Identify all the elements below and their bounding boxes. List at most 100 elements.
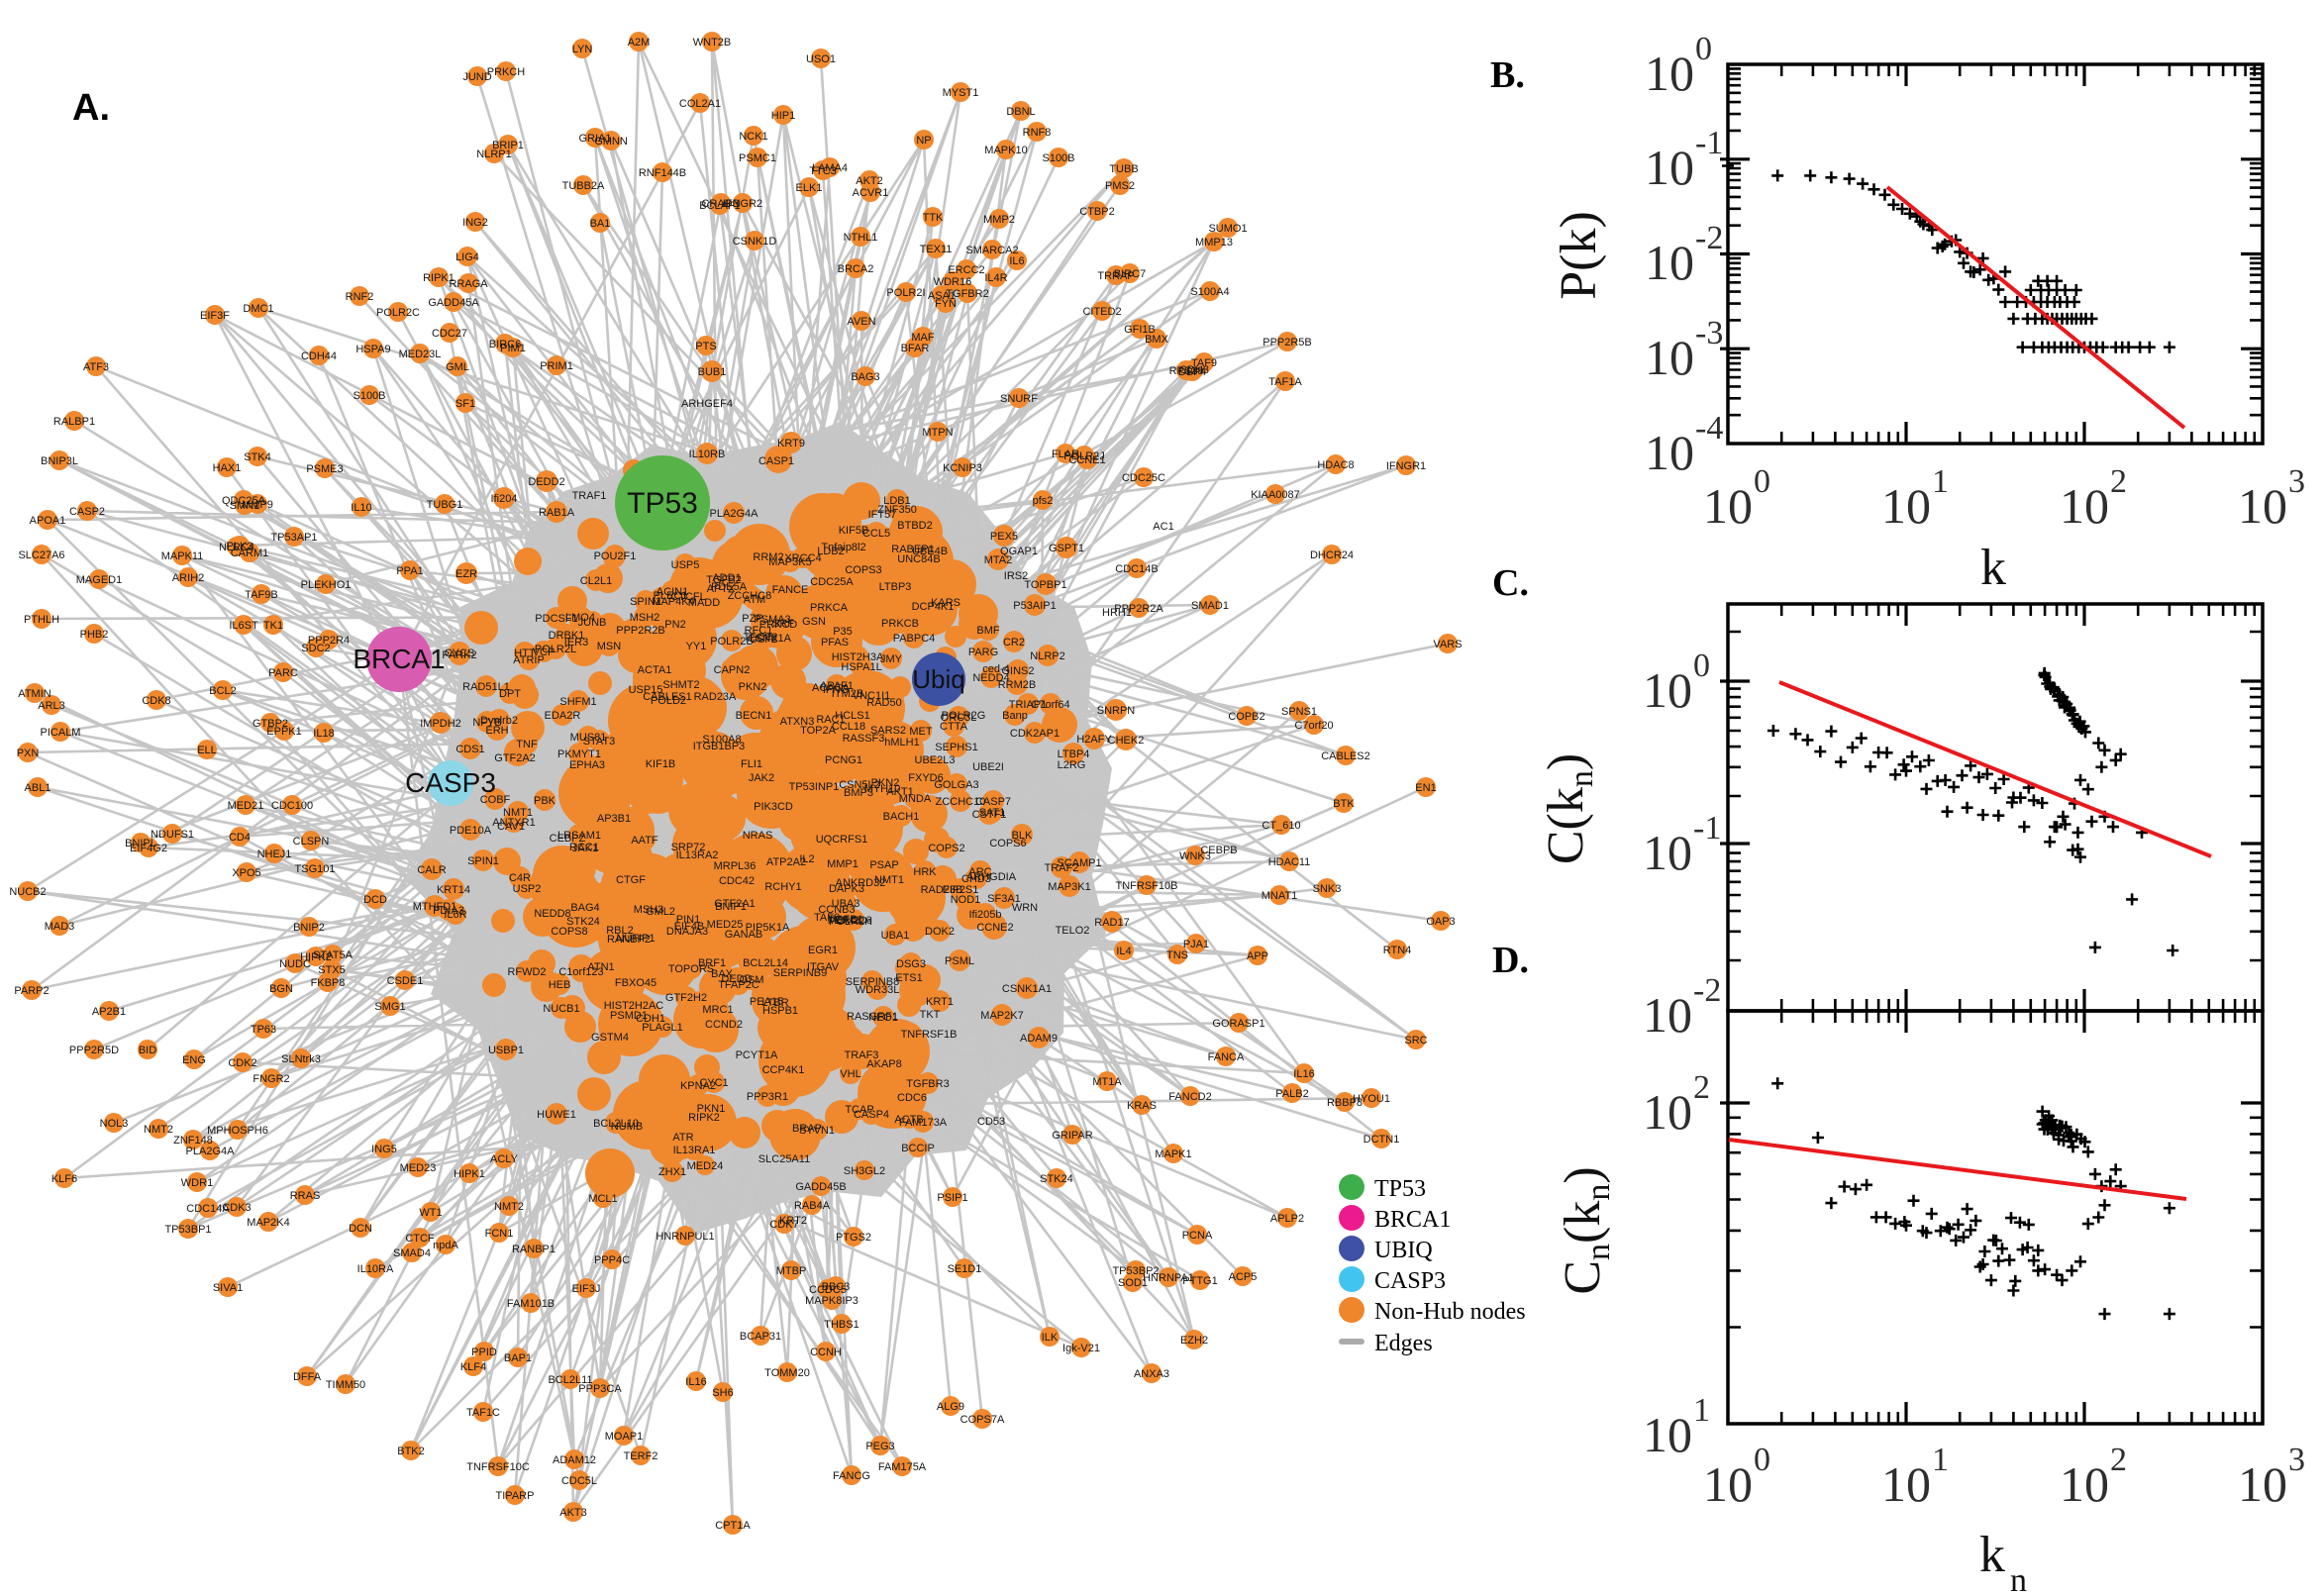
svg-text:LTBP4: LTBP4 [1058,748,1090,760]
svg-text:PTTG1: PTTG1 [1182,1275,1217,1287]
svg-text:TP53: TP53 [1374,1176,1426,1202]
svg-text:EIF3J: EIF3J [572,1283,601,1295]
svg-text:CCNE1: CCNE1 [1068,454,1105,466]
svg-text:CCNB3: CCNB3 [818,904,855,916]
svg-text:PRKCD: PRKCD [759,619,798,631]
svg-text:KARS: KARS [931,597,960,609]
svg-text:3: 3 [2288,463,2305,500]
svg-text:C7orf64: C7orf64 [1031,699,1069,711]
svg-text:PMS2: PMS2 [1105,180,1135,192]
svg-text:MED24: MED24 [687,1160,724,1172]
svg-text:ACACA: ACACA [812,682,851,694]
svg-text:USO1: USO1 [806,53,836,65]
svg-text:KRAS: KRAS [1127,1100,1157,1112]
svg-text:C4R: C4R [509,872,531,884]
svg-text:BNIP3L: BNIP3L [41,455,78,467]
svg-text:JUND: JUND [462,71,491,83]
svg-text:MMP1: MMP1 [827,858,858,870]
svg-text:GADD45B: GADD45B [795,1181,846,1193]
svg-text:PPP2R4: PPP2R4 [308,635,350,647]
svg-text:COPS6: COPS6 [989,838,1026,849]
svg-text:JAK2: JAK2 [749,772,774,784]
svg-text:RRM2: RRM2 [753,551,783,563]
svg-text:BNIPL: BNIPL [125,838,156,849]
svg-text:RANBP2: RANBP2 [607,934,651,946]
svg-text:SLC27A6: SLC27A6 [18,549,64,561]
svg-text:COPS8: COPS8 [551,926,587,938]
svg-text:KRT2: KRT2 [779,1215,807,1227]
svg-text:TUBB: TUBB [1109,163,1138,175]
svg-text:CDC5L: CDC5L [561,1475,597,1487]
svg-text:HRK: HRK [913,866,937,878]
svg-text:GFI1B: GFI1B [1124,324,1156,336]
svg-text:PLEKHO1: PLEKHO1 [301,579,352,591]
svg-text:NMT1: NMT1 [503,807,533,819]
svg-text:SMAD1: SMAD1 [1191,600,1229,612]
svg-text:RAD50: RAD50 [866,697,901,709]
svg-text:IFNG: IFNG [823,684,849,696]
svg-text:THBS1: THBS1 [824,1319,858,1331]
svg-text:APTX: APTX [707,583,736,595]
svg-text:FBXO45: FBXO45 [615,977,656,989]
svg-text:COPS2: COPS2 [928,843,964,854]
svg-text:BRCA1: BRCA1 [353,644,445,674]
svg-text:10: 10 [1703,478,1753,534]
svg-text:SPIN1: SPIN1 [467,855,499,867]
svg-text:GSN: GSN [802,616,826,628]
svg-text:BTK2: BTK2 [397,1446,425,1457]
svg-text:CYCS: CYCS [445,648,475,659]
svg-text:ATMIN: ATMIN [18,688,50,700]
svg-text:TNFRSF1B: TNFRSF1B [901,1029,958,1041]
svg-text:ADAM9: ADAM9 [1020,1033,1058,1045]
svg-text:MPHOSPH6: MPHOSPH6 [207,1125,268,1137]
svg-text:SAT1: SAT1 [979,807,1006,819]
svg-text:MMP9: MMP9 [242,499,273,511]
svg-text:1: 1 [1932,463,1949,500]
svg-text:COBF: COBF [480,794,511,806]
svg-text:ADD1: ADD1 [712,572,741,584]
svg-text:PHB2: PHB2 [80,629,109,641]
svg-text:SRP72: SRP72 [671,842,706,853]
svg-text:MAP2K4: MAP2K4 [247,1217,289,1229]
svg-text:UBE2L3: UBE2L3 [915,754,956,766]
svg-text:PIP5K1A: PIP5K1A [746,922,790,934]
svg-text:IL6ST: IL6ST [229,620,258,632]
svg-text:DAPK3: DAPK3 [829,883,864,895]
svg-text:KRT14: KRT14 [437,884,470,896]
svg-text:RNF144B: RNF144B [639,167,686,179]
svg-text:CDH3: CDH3 [1179,364,1209,376]
svg-text:TEX11: TEX11 [920,244,953,255]
svg-text:TFAP2C: TFAP2C [718,979,759,991]
svg-text:ERCC6: ERCC6 [835,915,871,927]
svg-text:k: k [1979,1527,2005,1583]
svg-text:CHD3: CHD3 [961,873,991,885]
svg-text:npdA: npdA [433,1240,458,1251]
svg-text:DNAJA3: DNAJA3 [666,926,708,938]
svg-text:Edges: Edges [1374,1331,1433,1356]
svg-text:CDC14A: CDC14A [186,1203,230,1215]
svg-text:CASP4: CASP4 [854,1109,889,1121]
svg-text:10: 10 [1881,478,1931,534]
svg-text:HAX1: HAX1 [213,462,242,474]
svg-text:CCNH: CCNH [810,1347,842,1358]
svg-text:PPP2R5B: PPP2R5B [1262,337,1312,349]
svg-text:FKBP8: FKBP8 [311,977,346,989]
svg-text:RNF2: RNF2 [346,291,374,303]
svg-text:C(kn): C(kn) [1538,753,1600,864]
svg-text:CCNE2: CCNE2 [976,922,1013,934]
svg-text:TKT: TKT [920,1009,941,1021]
svg-text:TAF1C: TAF1C [466,1407,500,1419]
svg-text:FNGR2: FNGR2 [252,1073,289,1085]
svg-text:CALR: CALR [417,864,446,876]
svg-text:TERF2: TERF2 [624,1450,658,1462]
svg-text:FLI1: FLI1 [741,758,762,770]
svg-text:CDS1: CDS1 [455,744,484,755]
svg-text:CD53: CD53 [977,1116,1005,1128]
svg-text:DMC1: DMC1 [243,303,273,315]
svg-text:Ubiq: Ubiq [912,664,964,694]
svg-text:CTTA: CTTA [940,721,968,733]
svg-text:ACLY: ACLY [490,1153,519,1165]
svg-text:RAD23B: RAD23B [921,884,963,896]
svg-text:ERCC2: ERCC2 [948,264,984,276]
svg-text:C1orf123: C1orf123 [558,966,603,978]
